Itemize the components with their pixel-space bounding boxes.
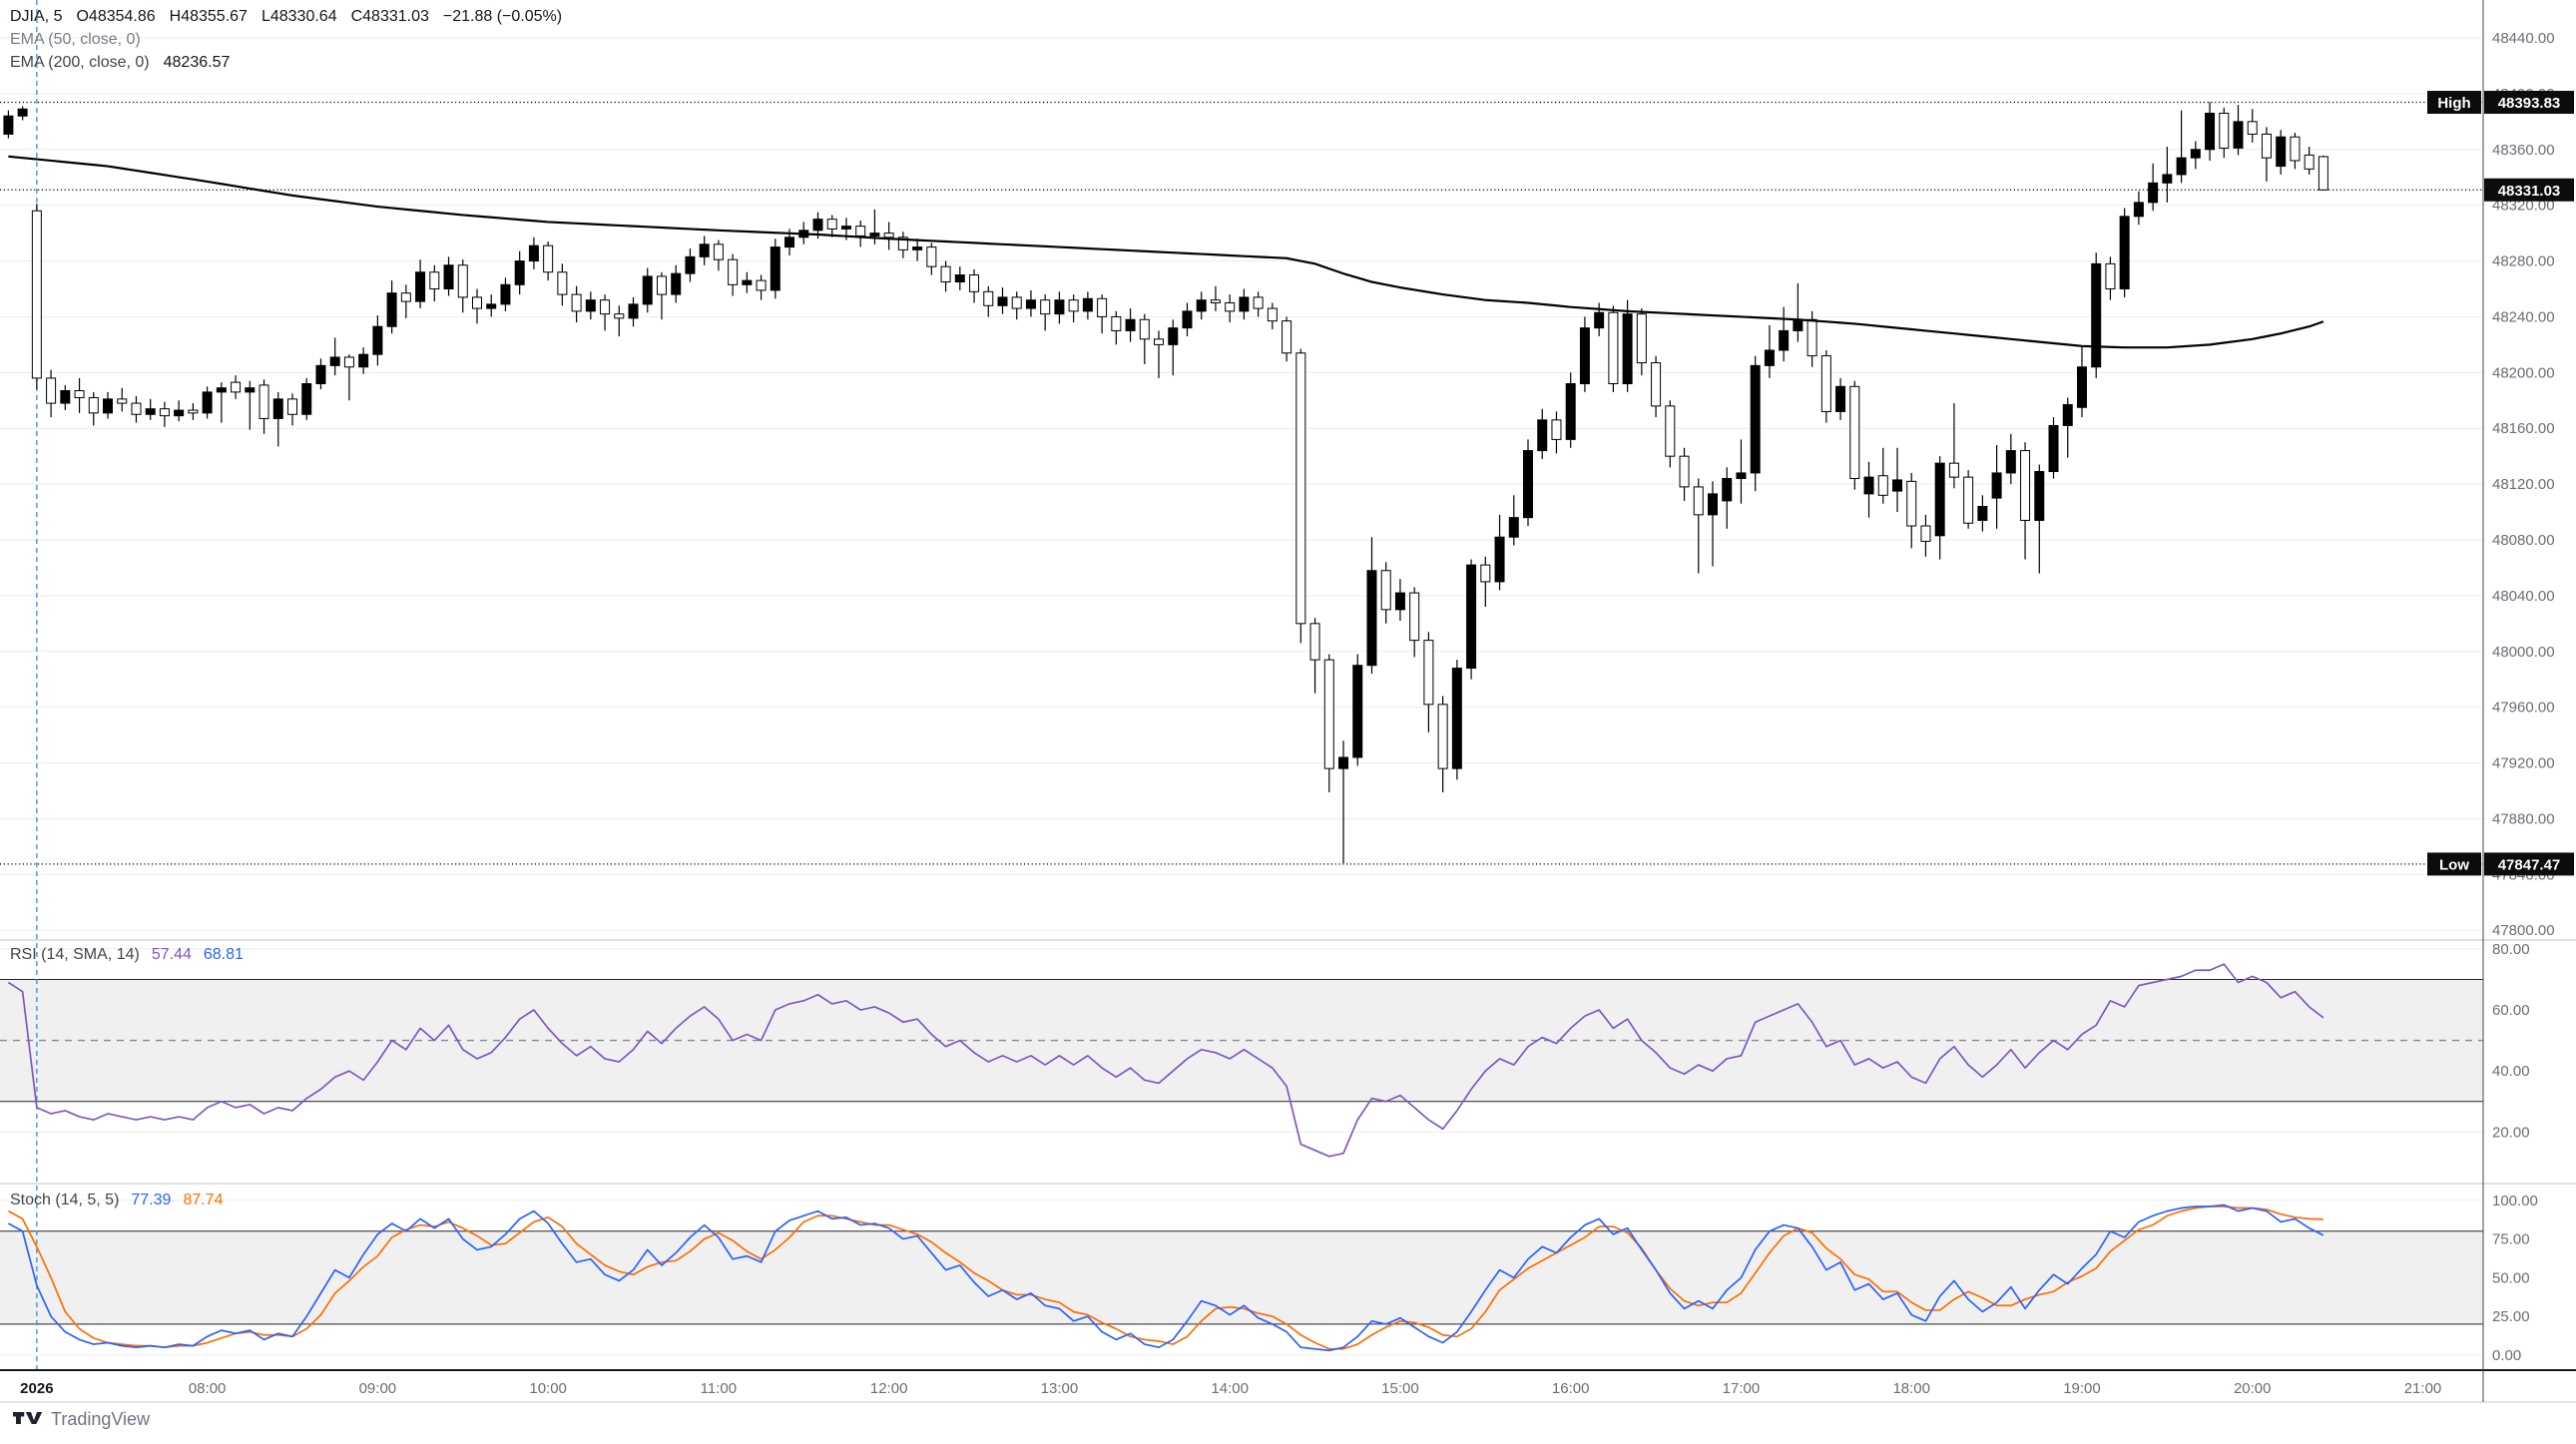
indicator-bands [0,978,2483,1325]
price-marker-lines [0,101,2483,865]
svg-text:47960.00: 47960.00 [2492,700,2555,717]
svg-text:Low: Low [2439,856,2469,873]
svg-text:2026: 2026 [20,1380,53,1397]
svg-text:12:00: 12:00 [870,1380,908,1397]
svg-text:48160.00: 48160.00 [2492,420,2555,437]
stoch-k-line[interactable] [7,1203,2324,1352]
tradingview-logo-text: TradingView [51,1409,151,1429]
grid-lines [0,37,2483,1356]
stoch-label: Stoch (14, 5, 5) [10,1192,120,1208]
ema-200-line[interactable] [8,155,2324,349]
low-value: L48330.64 [260,8,337,25]
rsi-line[interactable] [7,963,2324,1158]
stoch-legend-row[interactable]: Stoch (14, 5, 5) 77.39 87.74 [10,1190,223,1211]
main-legend: DJIA, 5 O48354.86 H48355.67 L48330.64 C4… [10,6,562,74]
candlestick-series[interactable] [3,102,2328,864]
price-axis[interactable]: 48440.0048400.0048360.0048320.0048280.00… [2492,30,2555,1364]
svg-text:48200.00: 48200.00 [2492,364,2555,381]
svg-text:50.00: 50.00 [2492,1269,2530,1286]
ema50-legend-row[interactable]: EMA (50, close, 0) [10,29,562,51]
pane-separators[interactable] [0,0,2576,1403]
svg-text:47847.47: 47847.47 [2498,856,2561,873]
svg-text:48393.83: 48393.83 [2498,95,2561,112]
svg-text:09:00: 09:00 [359,1380,397,1397]
svg-text:13:00: 13:00 [1041,1380,1079,1397]
svg-text:17:00: 17:00 [1723,1380,1761,1397]
last-price-label: 48331.03 [2484,178,2574,202]
rsi-legend-row[interactable]: RSI (14, SMA, 14) 57.44 68.81 [10,944,244,966]
svg-text:48240.00: 48240.00 [2492,308,2555,325]
svg-text:21:00: 21:00 [2404,1380,2442,1397]
symbol-title[interactable]: DJIA, 5 [10,8,63,25]
svg-text:08:00: 08:00 [189,1380,227,1397]
svg-text:48000.00: 48000.00 [2492,644,2555,661]
change-value: −21.88 (−0.05%) [442,8,563,25]
svg-text:47800.00: 47800.00 [2492,922,2555,939]
svg-text:48080.00: 48080.00 [2492,532,2555,549]
svg-text:75.00: 75.00 [2492,1231,2530,1248]
svg-text:20.00: 20.00 [2492,1124,2530,1141]
time-axis[interactable]: 2026 08:00 09:00 10:00 11:00 12:00 13:00 14:00 1… [20,1380,2441,1397]
rsi-value: 57.44 [151,946,192,963]
svg-text:0.00: 0.00 [2492,1347,2521,1364]
svg-text:47920.00: 47920.00 [2492,755,2555,772]
svg-text:25.00: 25.00 [2492,1308,2530,1325]
svg-text:19:00: 19:00 [2063,1380,2101,1397]
svg-text:47880.00: 47880.00 [2492,810,2555,827]
ema200-label: EMA (200, close, 0) [10,54,150,71]
stoch-d-value: 87.74 [183,1192,224,1208]
ema200-value: 48236.57 [163,54,231,71]
svg-text:15:00: 15:00 [1381,1380,1419,1397]
rsi-label: RSI (14, SMA, 14) [10,946,140,963]
svg-text:High: High [2437,95,2470,112]
high-price-label: High 48393.83 [2427,91,2574,115]
svg-text:48040.00: 48040.00 [2492,588,2555,605]
svg-text:18:00: 18:00 [1892,1380,1930,1397]
open-value: O48354.86 [76,8,156,25]
svg-text:16:00: 16:00 [1552,1380,1590,1397]
svg-text:80.00: 80.00 [2492,941,2530,958]
svg-text:48280.00: 48280.00 [2492,253,2555,270]
rsi-ma-value: 68.81 [203,946,244,963]
svg-text:48320.00: 48320.00 [2492,198,2555,215]
ema50-label: EMA (50, close, 0) [10,31,141,48]
svg-text:40.00: 40.00 [2492,1063,2530,1080]
svg-text:60.00: 60.00 [2492,1002,2530,1019]
symbol-legend-row[interactable]: DJIA, 5 O48354.86 H48355.67 L48330.64 C4… [10,6,562,28]
svg-text:48120.00: 48120.00 [2492,476,2555,493]
svg-text:100.00: 100.00 [2492,1193,2538,1209]
svg-text:20:00: 20:00 [2234,1380,2272,1397]
svg-text:48360.00: 48360.00 [2492,142,2555,159]
tradingview-logo-icon [13,1412,43,1424]
tradingview-logo[interactable]: TradingView [13,1409,150,1430]
ema200-legend-row[interactable]: EMA (200, close, 0) 48236.57 [10,52,562,74]
svg-text:14:00: 14:00 [1211,1380,1249,1397]
svg-text:48331.03: 48331.03 [2498,183,2561,200]
svg-text:10:00: 10:00 [529,1380,567,1397]
close-value: C48331.03 [350,8,429,25]
svg-text:11:00: 11:00 [701,1380,737,1397]
low-price-label: Low 47847.47 [2427,852,2574,876]
stoch-k-value: 77.39 [131,1192,172,1208]
high-value: H48355.67 [169,8,248,25]
svg-text:48440.00: 48440.00 [2492,30,2555,47]
